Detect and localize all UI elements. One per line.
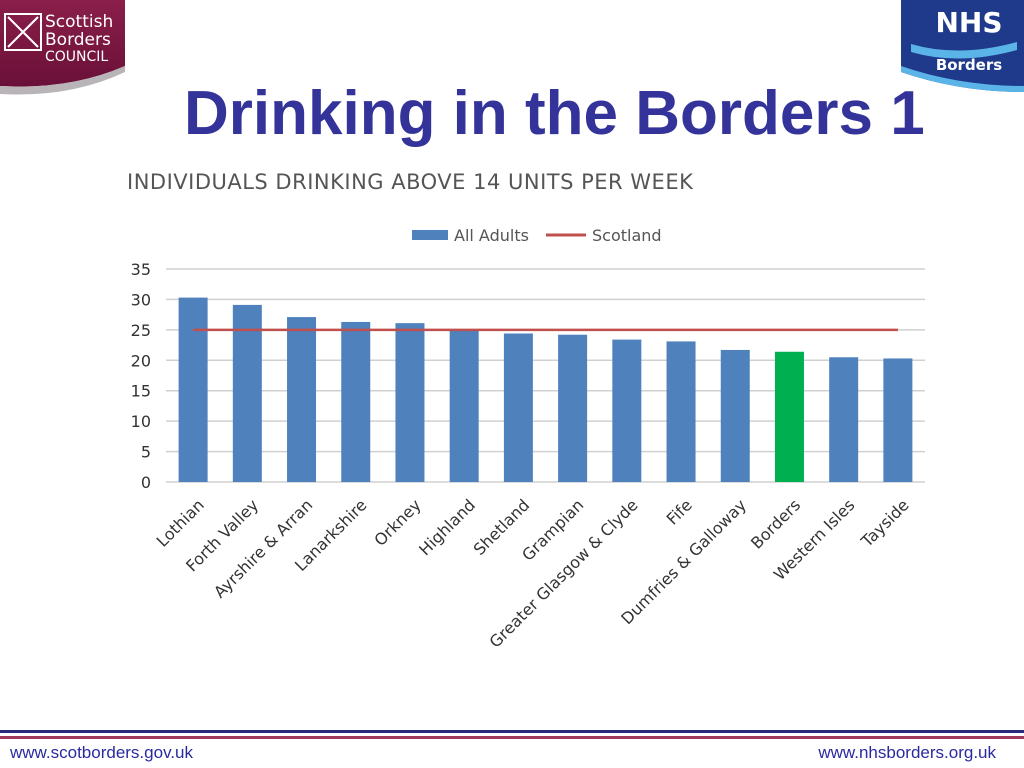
x-tick-label: Lothian bbox=[153, 495, 208, 550]
bar-chart: All Adults Scotland 0 5 10 15 20 25 30 35 Lothi… bbox=[131, 226, 925, 652]
scottish-borders-council-logo: Scottish Borders COUNCIL bbox=[0, 0, 125, 95]
bar-borders bbox=[774, 351, 804, 482]
bar-orkney bbox=[395, 323, 425, 482]
y-tick-label: 0 bbox=[141, 473, 151, 492]
y-axis: 0 5 10 15 20 25 30 35 bbox=[131, 260, 151, 492]
bar-lothian bbox=[178, 297, 208, 482]
nhs-borders-logo: NHS Borders bbox=[901, 0, 1024, 92]
chart-grid bbox=[166, 268, 925, 483]
chart-legend: All Adults Scotland bbox=[412, 226, 662, 245]
bar-shetland bbox=[503, 333, 533, 482]
footer-link-nhsborders[interactable]: www.nhsborders.org.uk bbox=[818, 743, 996, 762]
bar-ayrshire-arran bbox=[287, 317, 317, 482]
bar-dumfries-galloway bbox=[720, 349, 750, 482]
logo-text-line3: COUNCIL bbox=[45, 49, 108, 65]
legend-label-scotland: Scotland bbox=[592, 226, 662, 245]
y-tick-label: 15 bbox=[131, 382, 151, 401]
logo-text-line2: Borders bbox=[45, 30, 111, 50]
y-tick-label: 10 bbox=[131, 412, 151, 431]
chart-title: INDIVIDUALS DRINKING ABOVE 14 UNITS PER … bbox=[127, 170, 694, 194]
saltire-emblem-icon bbox=[4, 13, 42, 51]
bar-tayside bbox=[883, 358, 913, 482]
footer-link-scotborders[interactable]: www.scotborders.gov.uk bbox=[10, 743, 193, 762]
bar-western-isles bbox=[829, 357, 859, 482]
y-tick-label: 35 bbox=[131, 260, 151, 279]
bar-highland bbox=[449, 329, 479, 482]
logo-text-line1: Scottish bbox=[45, 12, 113, 32]
x-tick-label: Fife bbox=[663, 495, 696, 528]
footer-divider-top bbox=[0, 730, 1024, 733]
bar-greater-glasgow-clyde bbox=[612, 339, 642, 482]
nhs-brand-text: NHS bbox=[935, 6, 1002, 39]
bar-grampian bbox=[558, 334, 588, 482]
footer-divider-bottom bbox=[0, 736, 1024, 739]
chart-bars bbox=[178, 297, 913, 482]
legend-label-all-adults: All Adults bbox=[454, 226, 529, 245]
legend-swatch-all-adults bbox=[412, 230, 448, 240]
bar-lanarkshire bbox=[341, 321, 371, 482]
x-tick-label: Highland bbox=[415, 495, 479, 559]
nhs-sub-text: Borders bbox=[936, 56, 1002, 74]
x-tick-label: Ayrshire & Arran bbox=[210, 495, 316, 601]
bar-forth-valley bbox=[232, 304, 262, 482]
y-tick-label: 25 bbox=[131, 321, 151, 340]
slide-title: Drinking in the Borders 1 bbox=[184, 79, 925, 148]
x-tick-label: Tayside bbox=[857, 495, 913, 551]
y-tick-label: 30 bbox=[131, 290, 151, 309]
x-tick-label: Orkney bbox=[370, 495, 424, 549]
bar-fife bbox=[666, 341, 696, 482]
y-tick-label: 5 bbox=[141, 443, 151, 462]
y-tick-label: 20 bbox=[131, 351, 151, 370]
